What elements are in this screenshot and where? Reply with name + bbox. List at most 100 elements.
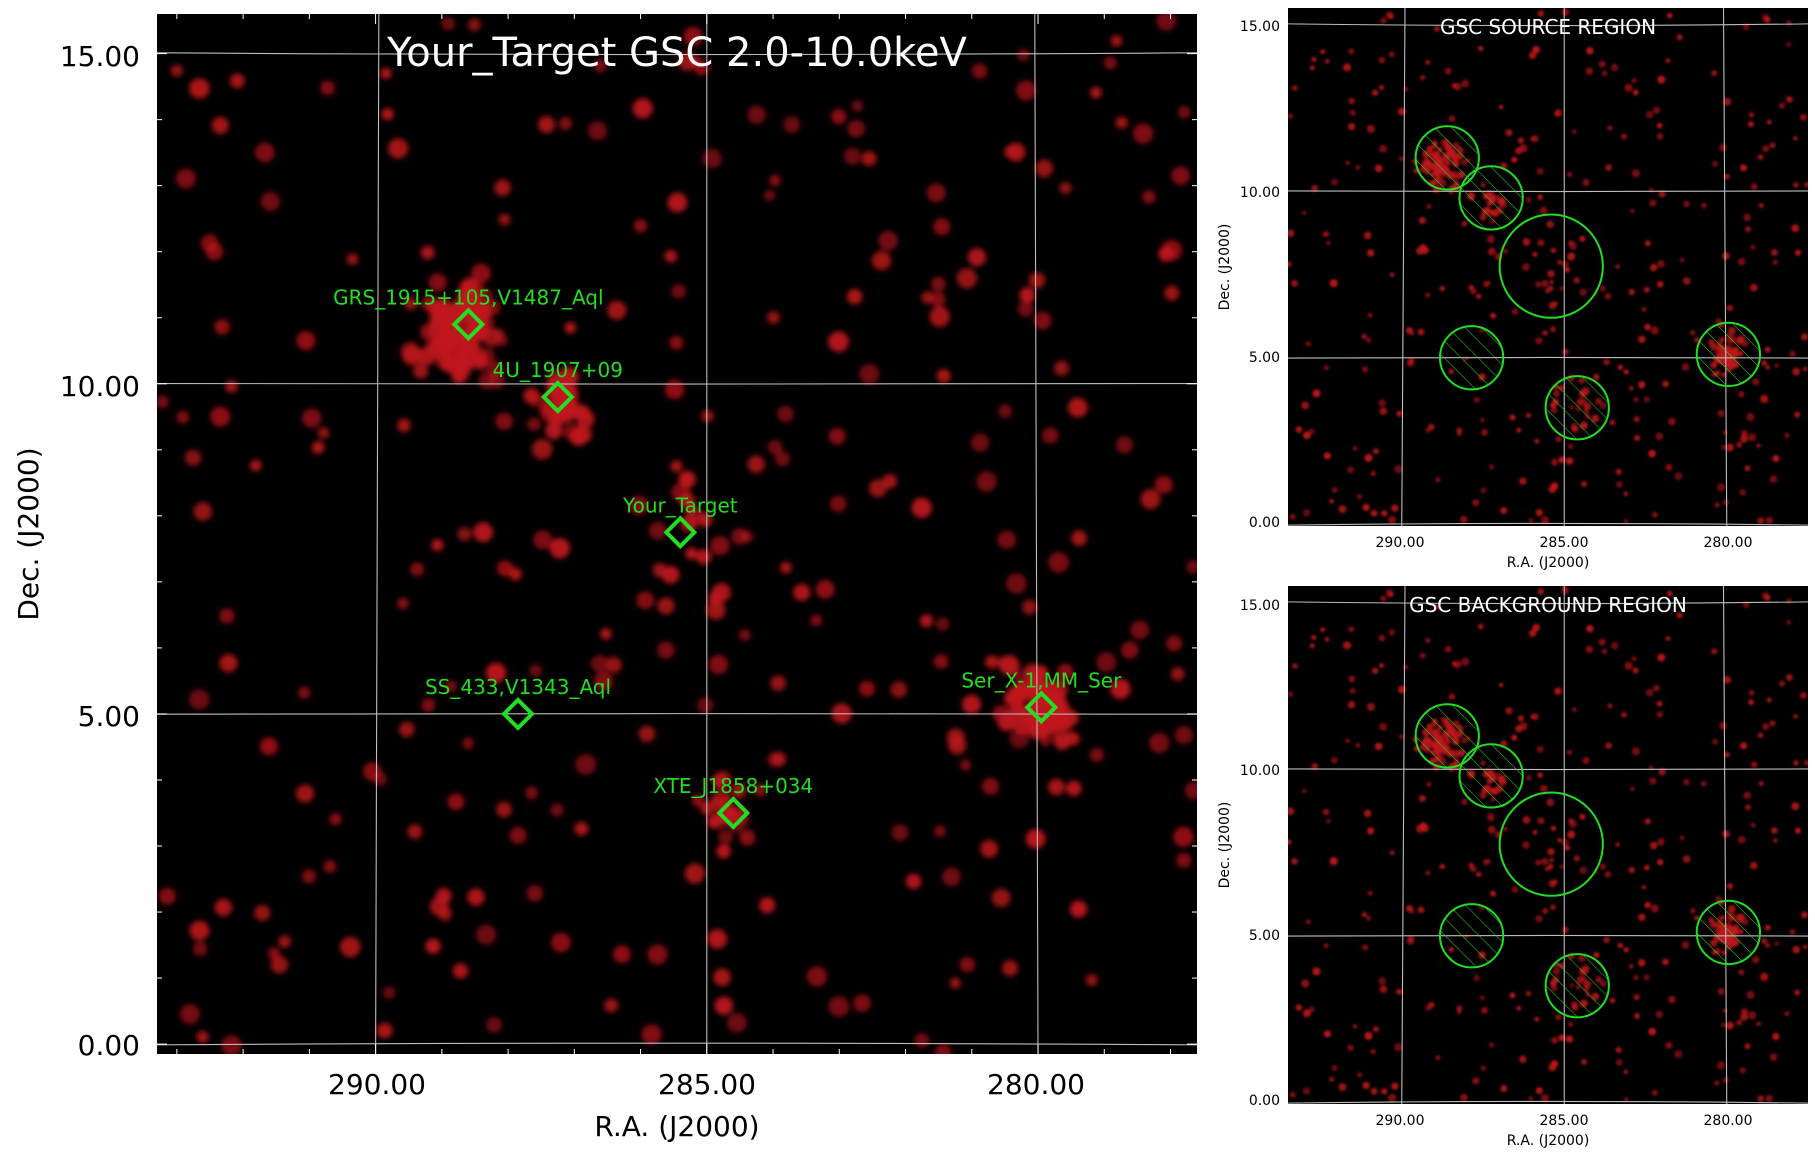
count-blob (739, 829, 756, 846)
source-regions (1414, 125, 1762, 441)
count-blob (914, 1033, 930, 1048)
count-blob (1522, 841, 1530, 849)
count-blob (214, 319, 230, 335)
count-blob (763, 189, 776, 202)
count-blob (1750, 822, 1756, 828)
count-blob (188, 689, 210, 710)
source-ytick-label: 10.00 (1240, 185, 1280, 201)
count-blob (1528, 518, 1534, 523)
count-blob (176, 411, 189, 424)
count-blob (1356, 1071, 1363, 1078)
source-label: Your_Target (622, 493, 738, 517)
count-blob (1701, 202, 1707, 209)
count-blob (1505, 707, 1513, 715)
count-blob (1516, 1005, 1522, 1011)
count-blob (1712, 160, 1718, 167)
count-blob (1016, 80, 1037, 101)
count-blob (1764, 594, 1771, 602)
count-blob (1586, 46, 1594, 55)
count-blob (1476, 293, 1482, 300)
count-blob (1378, 399, 1386, 407)
count-blob (1649, 199, 1657, 207)
count-blob (1748, 699, 1754, 706)
count-blob (1532, 829, 1538, 835)
count-blob (397, 418, 411, 433)
count-blob (753, 783, 767, 797)
count-blob (1546, 798, 1555, 807)
ra-grid-line (1722, 586, 1728, 1104)
count-blob (1605, 164, 1612, 172)
count-blob (1701, 780, 1707, 787)
count-blob (1406, 359, 1414, 367)
count-blob (1723, 675, 1732, 684)
count-blob (1536, 745, 1544, 753)
count-blob (1366, 827, 1375, 835)
count-blob (1288, 113, 1294, 119)
count-blob (1786, 20, 1792, 26)
count-blob (1535, 281, 1542, 288)
count-blob (1490, 312, 1496, 319)
count-blob (638, 725, 656, 743)
count-blob (1620, 133, 1628, 140)
count-blob (1525, 197, 1532, 203)
count-blob (1363, 809, 1372, 818)
count-blob (714, 770, 732, 789)
count-blob (1658, 190, 1666, 198)
count-blob (1770, 249, 1778, 256)
count-blob (1655, 432, 1664, 441)
count-blob (1374, 742, 1383, 751)
count-blob (1425, 292, 1431, 298)
count-blob (1288, 229, 1295, 238)
count-blob (727, 1012, 747, 1033)
count-blob (1620, 711, 1628, 718)
count-blob (1311, 56, 1317, 63)
count-blob (905, 873, 922, 889)
count-blob (214, 898, 233, 917)
count-blob (1717, 1061, 1726, 1070)
count-blob (1726, 882, 1734, 890)
count-blob (1568, 240, 1574, 246)
count-blob (664, 250, 677, 263)
count-blob (1500, 507, 1508, 514)
main-ticks (157, 14, 1197, 1054)
dec-grid-line (157, 382, 1197, 385)
count-blob (605, 656, 622, 674)
count-blob (1388, 51, 1395, 58)
count-blob (1656, 858, 1664, 866)
count-blob (496, 801, 512, 818)
count-blob (759, 897, 776, 914)
count-blob (398, 721, 415, 738)
count-blob (278, 935, 292, 948)
count-blob (260, 191, 281, 212)
count-blob (934, 825, 946, 838)
main-ytick-label: 5.00 (78, 700, 140, 733)
count-blob (363, 762, 382, 781)
count-blob (1638, 959, 1646, 967)
count-blob (1539, 206, 1548, 215)
count-blob (1439, 863, 1446, 870)
count-blob (1418, 794, 1426, 803)
main-ytick-label: 15.00 (60, 40, 140, 73)
count-blob (1644, 323, 1651, 331)
count-blob (1601, 648, 1608, 655)
count-blob (1694, 915, 1700, 921)
count-blob (1486, 235, 1495, 244)
count-blob (1641, 885, 1647, 890)
count-blob (1419, 244, 1427, 251)
count-blob (891, 824, 909, 841)
count-blob (447, 793, 465, 811)
count-blob (1719, 721, 1727, 730)
count-blob (1726, 1021, 1734, 1030)
count-blob (221, 1035, 242, 1054)
count-blob (780, 561, 792, 574)
count-blob (1505, 129, 1513, 137)
count-blob (1361, 333, 1368, 340)
count-blob (1714, 502, 1720, 508)
count-blob (1511, 734, 1518, 741)
count-blob (219, 654, 238, 673)
count-blob (1631, 169, 1640, 178)
count-blob (1175, 726, 1193, 745)
count-blob (1714, 1080, 1720, 1086)
count-blob (600, 628, 612, 640)
count-blob (1757, 732, 1764, 738)
